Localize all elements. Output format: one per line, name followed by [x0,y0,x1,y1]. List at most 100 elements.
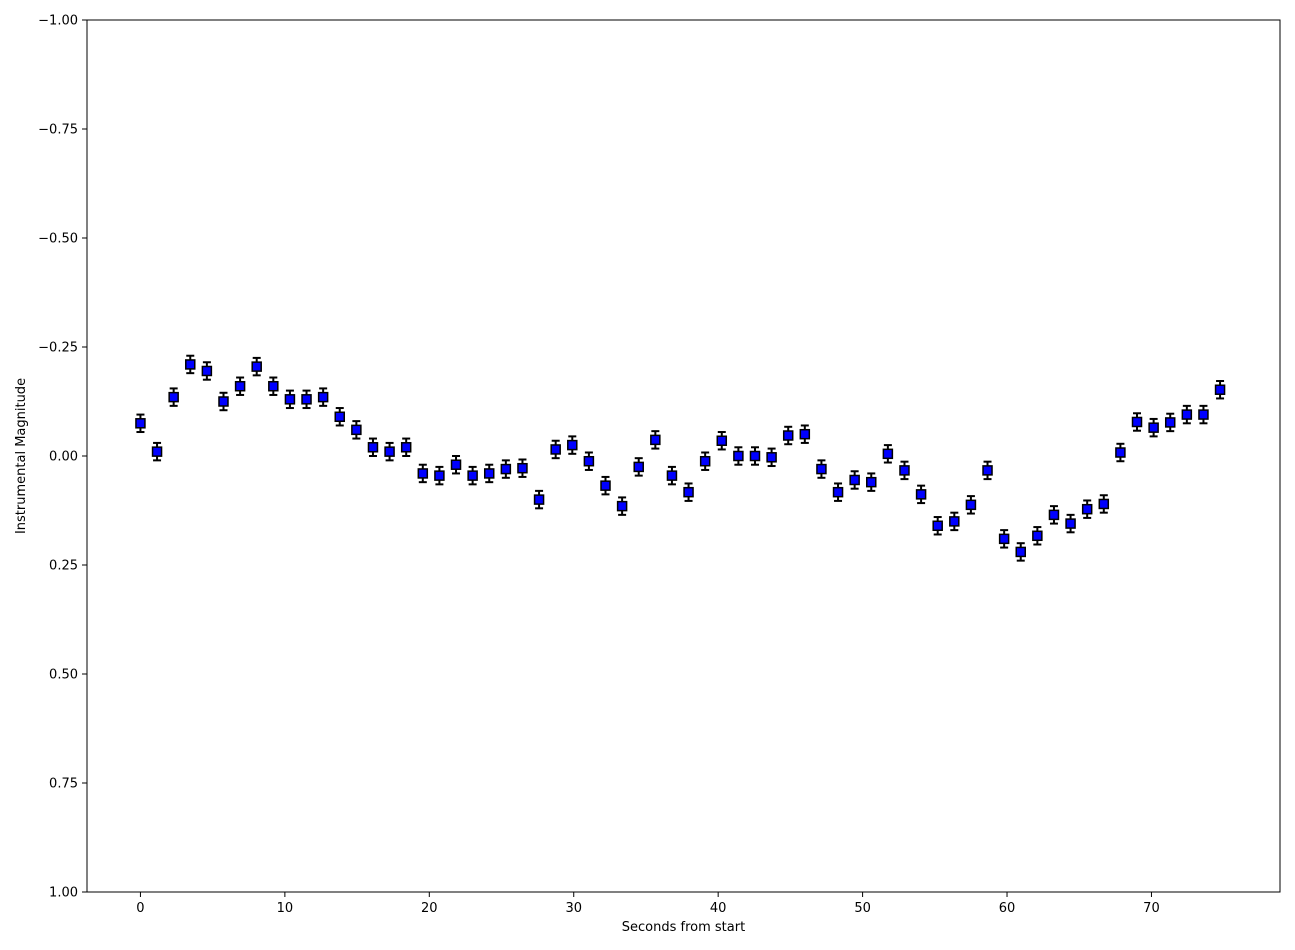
data-point [251,356,262,377]
data-point [1048,505,1060,525]
square-marker [367,442,379,453]
square-marker [168,391,179,403]
square-marker [351,424,362,436]
data-point [998,529,1010,549]
data-point [633,457,644,477]
square-marker [1048,509,1060,521]
square-marker [733,450,744,462]
square-marker [234,380,246,392]
square-marker [683,486,694,498]
data-point [899,460,910,481]
data-point [185,354,196,375]
data-point [168,387,179,407]
square-marker [334,411,346,423]
data-point [517,458,528,478]
square-marker [1214,384,1226,395]
square-marker [1131,416,1143,428]
square-marker [467,470,478,481]
square-marker [284,394,296,405]
square-marker [201,365,213,377]
data-point [1065,513,1076,534]
data-point [567,435,578,455]
data-point [1081,499,1093,519]
square-marker [899,465,910,476]
data-point [284,389,296,410]
square-marker [998,533,1010,545]
data-point [949,511,960,532]
data-points [135,354,1226,562]
square-marker [600,480,611,491]
square-marker [965,499,977,511]
data-point [583,451,595,471]
data-point [218,391,229,412]
data-point [1032,526,1043,546]
square-marker [1115,447,1126,458]
x-tick-label: 0 [136,901,144,916]
square-marker [1015,546,1026,558]
square-marker [782,430,794,441]
square-marker [384,446,395,457]
square-marker [450,459,462,470]
y-tick-label: −0.75 [38,123,78,138]
data-point [816,459,827,479]
data-point [1198,404,1209,425]
square-marker [1164,417,1176,428]
data-point [716,431,728,451]
x-tick-label: 20 [421,901,438,916]
data-point [151,441,163,462]
square-marker [550,444,561,455]
square-marker [483,468,495,479]
data-point [201,361,213,381]
square-marker [882,448,894,460]
data-point [733,446,744,466]
x-tick-label: 40 [710,901,727,916]
data-point [650,430,661,450]
data-point [982,460,993,481]
square-marker [699,455,711,467]
y-axis-label: Instrumental Magnitude [14,378,29,534]
data-point [600,475,611,496]
data-point [1015,542,1026,562]
x-tick-label: 30 [565,901,582,916]
square-marker [666,470,678,481]
data-point [1181,404,1193,425]
data-point [882,444,894,464]
square-marker [400,442,412,453]
y-tick-label: 0.25 [49,559,78,574]
x-tick-label: 70 [1143,901,1160,916]
square-marker [567,439,578,451]
square-marker [185,359,196,370]
square-marker [151,446,163,457]
y-tick-label: 0.75 [49,777,78,792]
data-point [334,407,346,427]
x-tick-label: 60 [999,901,1016,916]
square-marker [849,474,860,486]
square-marker [301,394,312,405]
square-marker [1148,422,1159,433]
square-marker [517,462,528,474]
data-point [1115,442,1126,463]
data-point [965,495,977,515]
data-point [483,463,495,484]
y-tick-label: −0.50 [38,232,78,247]
data-point [699,451,711,471]
square-marker [533,494,545,505]
square-marker [766,452,777,463]
data-point [749,446,761,466]
y-tick-label: −0.25 [38,341,78,356]
square-marker [1065,518,1076,529]
x-axis-label: Seconds from start [622,920,745,935]
data-point [301,389,312,410]
data-point [799,424,811,444]
data-point [533,489,545,510]
square-marker [633,461,644,473]
data-point [766,447,777,468]
square-marker [832,486,844,498]
data-point [1148,417,1159,438]
y-tick-label: 0.50 [49,668,78,683]
square-marker [1032,530,1043,542]
square-marker [218,396,229,407]
data-point [1098,494,1110,514]
square-marker [135,418,146,429]
